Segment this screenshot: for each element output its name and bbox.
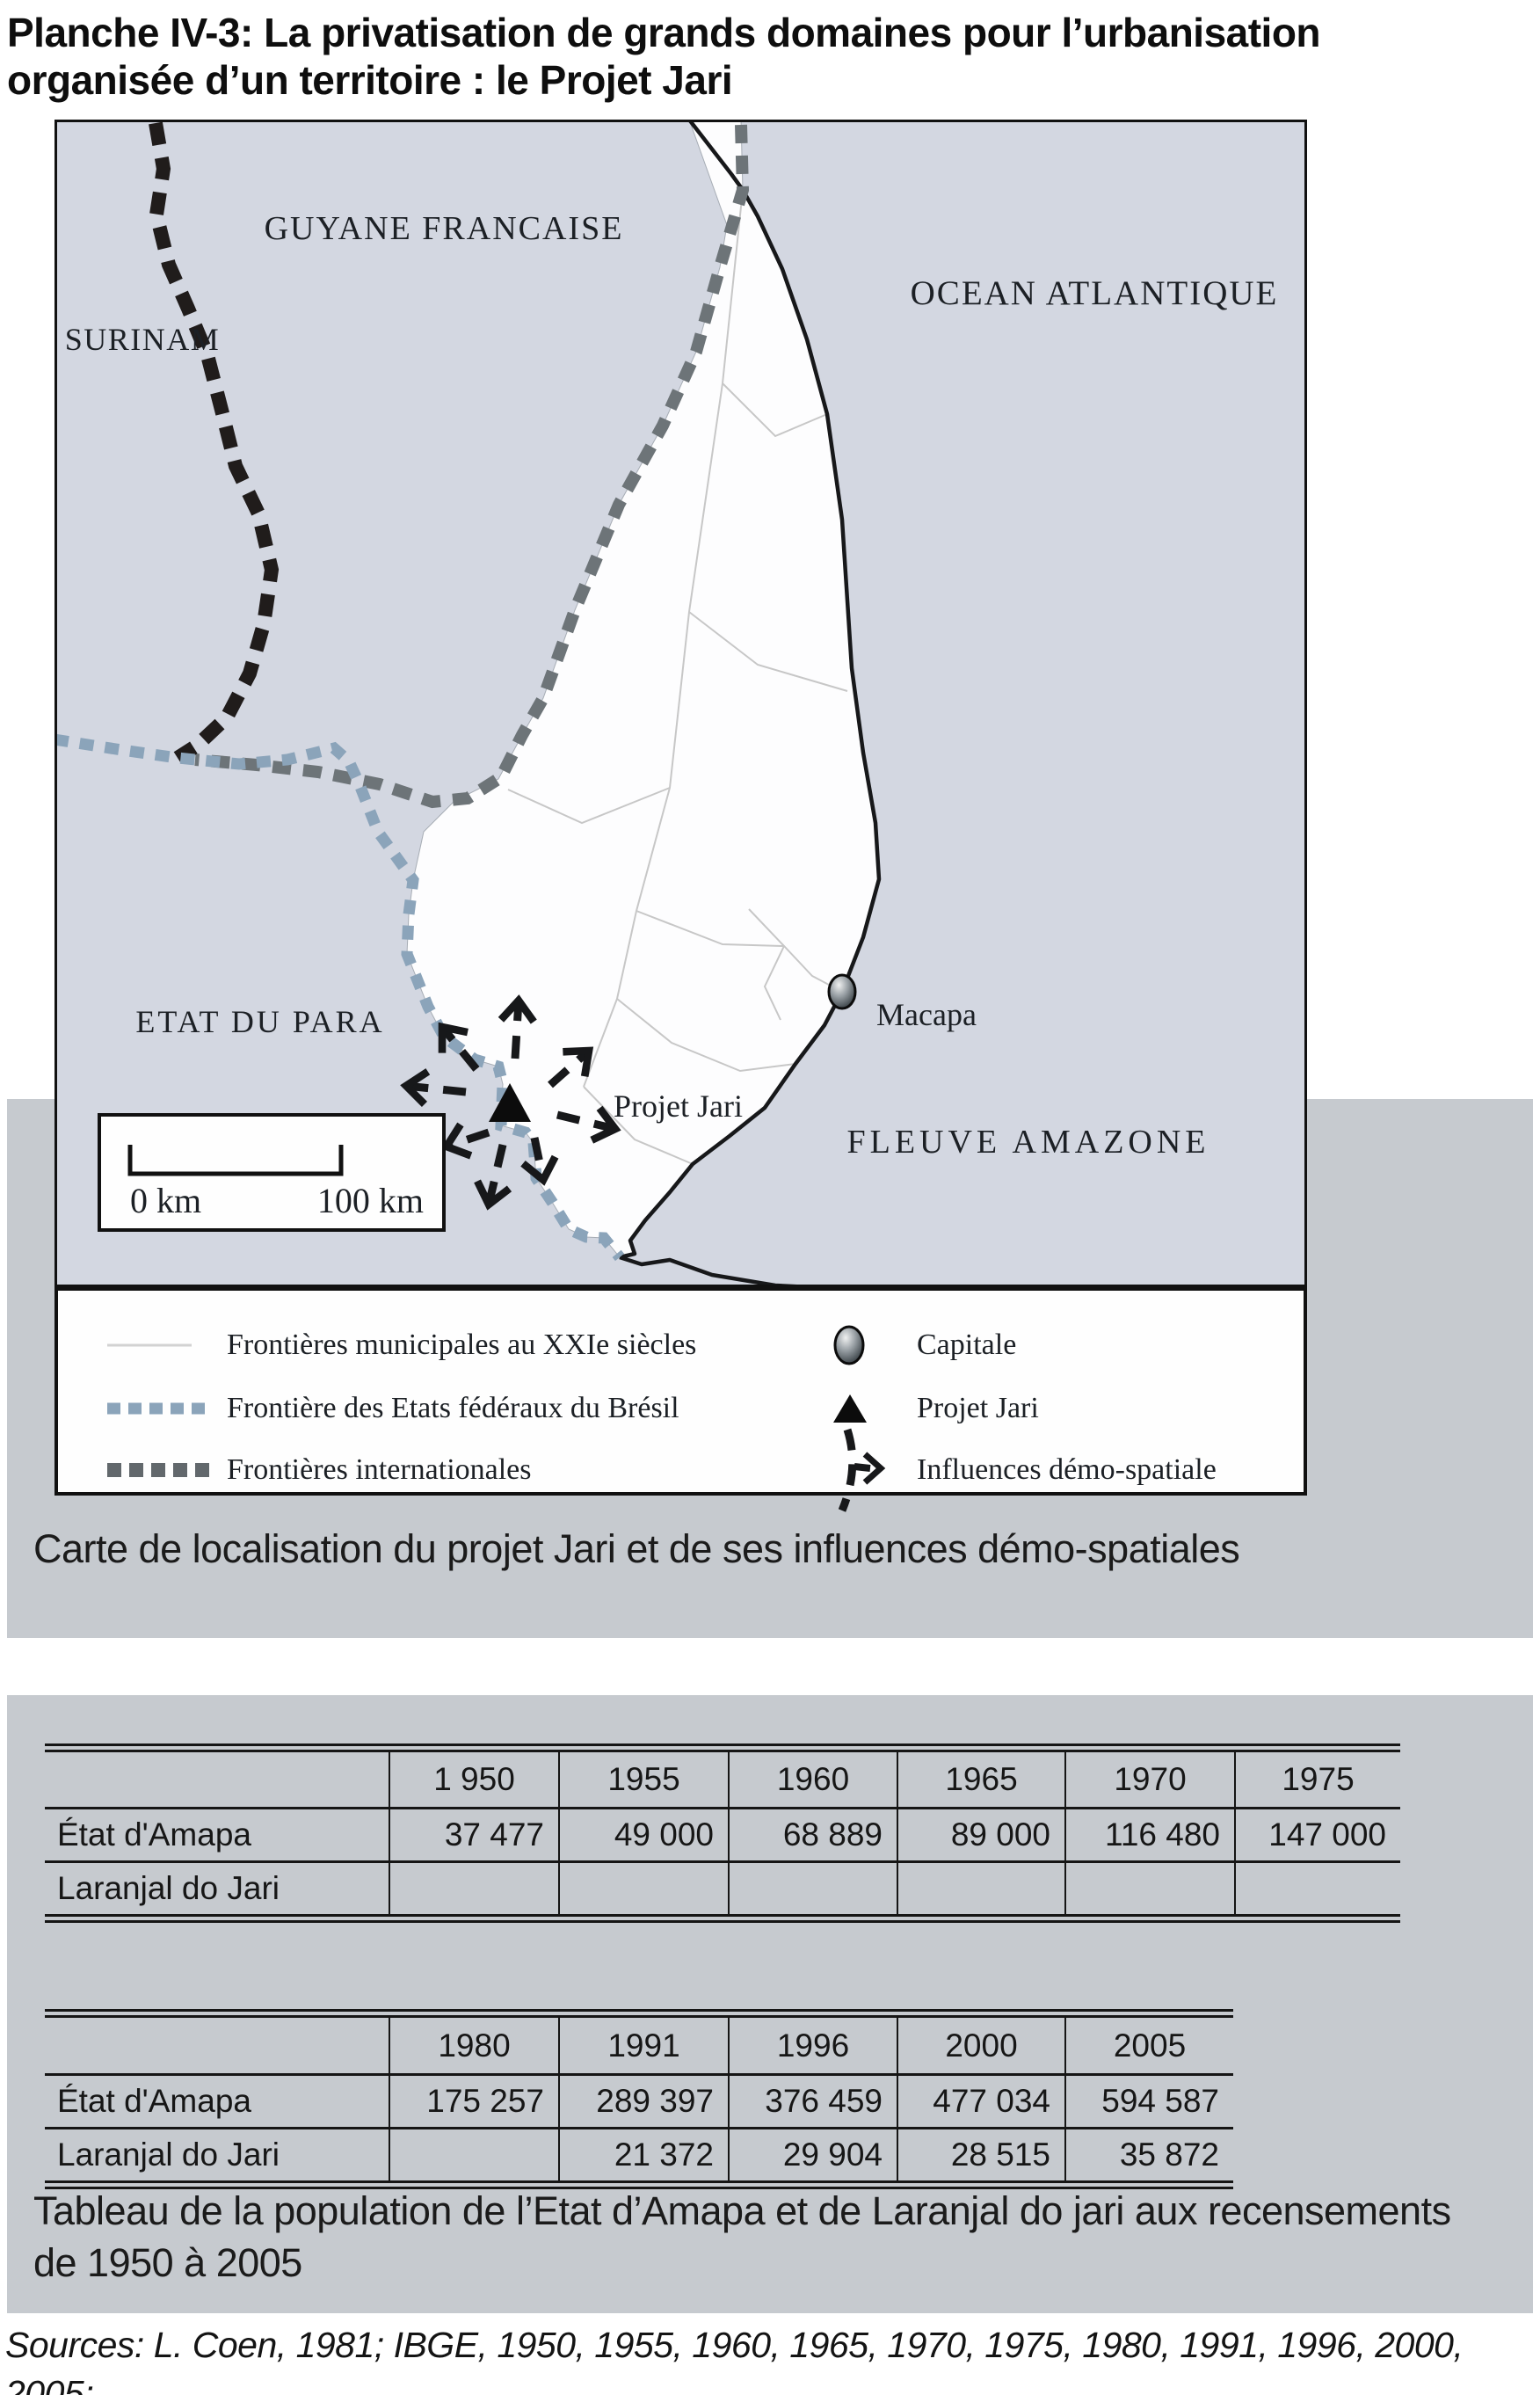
scale-start-label: 0 km xyxy=(130,1181,201,1220)
value-cell: 116 480 xyxy=(1064,1809,1234,1860)
municipal-borders xyxy=(507,189,848,1165)
header-cell: 2005 xyxy=(1064,2018,1233,2073)
map-caption: Carte de localisation du projet Jari et … xyxy=(33,1526,1240,1571)
value-cell: 68 889 xyxy=(728,1809,897,1860)
state-border-swatch xyxy=(107,1402,205,1415)
projet-jari-marker xyxy=(489,1083,531,1122)
value-cell: 594 587 xyxy=(1064,2076,1233,2127)
population-table-1950-1975: 1 950 1955 1960 1965 1970 1975 État d'Am… xyxy=(45,1743,1400,1923)
page-title-line1: Planche IV-3: La privatisation de grands… xyxy=(7,10,1321,55)
table-row: État d'Amapa 175 257 289 397 376 459 477… xyxy=(45,2076,1233,2129)
value-cell xyxy=(389,2129,558,2180)
legend-state-label: Frontière des Etats fédéraux du Brésil xyxy=(227,1392,679,1424)
value-cell: 35 872 xyxy=(1064,2129,1233,2180)
capital-marker xyxy=(827,973,857,1010)
international-border-guyane xyxy=(194,124,750,809)
header-cell: 1 950 xyxy=(389,1752,558,1807)
label-projet-jari: Projet Jari xyxy=(614,1088,743,1124)
state-border-brazil xyxy=(54,733,625,1262)
projet-jari-icon xyxy=(832,1393,870,1424)
legend-international-label: Frontières internationales xyxy=(227,1453,532,1486)
value-cell: 49 000 xyxy=(558,1809,728,1860)
header-cell: 1991 xyxy=(558,2018,728,2073)
header-cell xyxy=(45,1752,389,1807)
legend-capital-label: Capitale xyxy=(917,1329,1017,1361)
international-border-surinam xyxy=(149,121,280,764)
table-row: Laranjal do Jari xyxy=(45,1863,1400,1914)
legend-projet-jari-label: Projet Jari xyxy=(917,1392,1039,1424)
population-table-1980-2005: 1980 1991 1996 2000 2005 État d'Amapa 17… xyxy=(45,2009,1233,2189)
header-cell: 1960 xyxy=(728,1752,897,1807)
influence-arrow-icon xyxy=(824,1426,895,1514)
page-title: Planche IV-3: La privatisation de grands… xyxy=(7,9,1538,105)
table-caption-line2: de 1950 à 2005 xyxy=(33,2239,302,2285)
header-cell xyxy=(45,2018,389,2073)
header-cell: 1955 xyxy=(558,1752,728,1807)
header-cell: 1970 xyxy=(1064,1752,1234,1807)
value-cell: 147 000 xyxy=(1234,1809,1400,1860)
label-etat-du-para: ETAT DU PARA xyxy=(135,1004,384,1039)
value-cell: 21 372 xyxy=(558,2129,728,2180)
map-frame xyxy=(54,120,1307,1287)
location-map: 0 km 100 km GUYANE FRANCAISE SURINAM OCE… xyxy=(54,120,1307,1287)
value-cell: 37 477 xyxy=(389,1809,558,1860)
row-label: Laranjal do Jari xyxy=(57,1870,280,1906)
table-caption: Tableau de la population de l’Etat d’Ama… xyxy=(33,2186,1519,2289)
value-cell xyxy=(728,1863,897,1914)
header-cell: 2000 xyxy=(897,2018,1064,2073)
coastline xyxy=(619,120,882,1260)
value-cell: 376 459 xyxy=(728,2076,897,2127)
row-label: État d'Amapa xyxy=(57,2083,251,2119)
label-guyane-francaise: GUYANE FRANCAISE xyxy=(265,210,624,247)
sources-line1: Sources: L. Coen, 1981; IBGE, 1950, 1955… xyxy=(5,2325,1464,2395)
table-row: État d'Amapa 37 477 49 000 68 889 89 000… xyxy=(45,1809,1400,1863)
row-label: Laranjal do Jari xyxy=(57,2137,280,2173)
table-header-row: 1980 1991 1996 2000 2005 xyxy=(45,2018,1233,2076)
value-cell xyxy=(897,1863,1064,1914)
value-cell xyxy=(389,1863,558,1914)
map-svg: 0 km 100 km GUYANE FRANCAISE SURINAM OCE… xyxy=(54,120,1307,1287)
page-title-line2: organisée d’un territoire : le Projet Ja… xyxy=(7,57,733,104)
header-cell: 1965 xyxy=(897,1752,1064,1807)
table-caption-line1: Tableau de la population de l’Etat d’Ama… xyxy=(33,2188,1451,2233)
international-border-swatch xyxy=(107,1463,209,1477)
value-cell: 28 515 xyxy=(897,2129,1064,2180)
value-cell: 29 904 xyxy=(728,2129,897,2180)
header-cell: 1980 xyxy=(389,2018,558,2073)
value-cell: 89 000 xyxy=(897,1809,1064,1860)
header-cell: 1996 xyxy=(728,2018,897,2073)
value-cell xyxy=(1234,1863,1400,1914)
label-ocean-atlantique: OCEAN ATLANTIQUE xyxy=(911,274,1279,312)
value-cell: 175 257 xyxy=(389,2076,558,2127)
label-surinam: SURINAM xyxy=(65,322,221,357)
table-header-row: 1 950 1955 1960 1965 1970 1975 xyxy=(45,1752,1400,1809)
tables-panel xyxy=(7,1695,1533,2313)
capital-icon xyxy=(830,1322,868,1368)
value-cell: 477 034 xyxy=(897,2076,1064,2127)
header-cell: 1975 xyxy=(1234,1752,1400,1807)
scale-bar: 0 km 100 km xyxy=(98,1113,446,1232)
legend-influences-label: Influences démo-spatiale xyxy=(917,1453,1217,1486)
value-cell: 289 397 xyxy=(558,2076,728,2127)
label-macapa: Macapa xyxy=(876,997,977,1032)
municipal-border-swatch xyxy=(107,1343,192,1347)
scale-end-label: 100 km xyxy=(317,1181,424,1220)
map-legend: Frontières municipales au XXIe siècles F… xyxy=(54,1287,1307,1512)
influence-arrows xyxy=(400,994,621,1211)
label-fleuve-amazone: FLEUVE AMAZONE xyxy=(846,1124,1209,1161)
value-cell xyxy=(1064,1863,1234,1914)
legend-municipal-label: Frontières municipales au XXIe siècles xyxy=(227,1329,697,1361)
row-label: État d'Amapa xyxy=(57,1816,251,1853)
value-cell xyxy=(558,1863,728,1914)
sources-note: Sources: L. Coen, 1981; IBGE, 1950, 1955… xyxy=(5,2321,1538,2395)
table-row: Laranjal do Jari 21 372 29 904 28 515 35… xyxy=(45,2129,1233,2180)
